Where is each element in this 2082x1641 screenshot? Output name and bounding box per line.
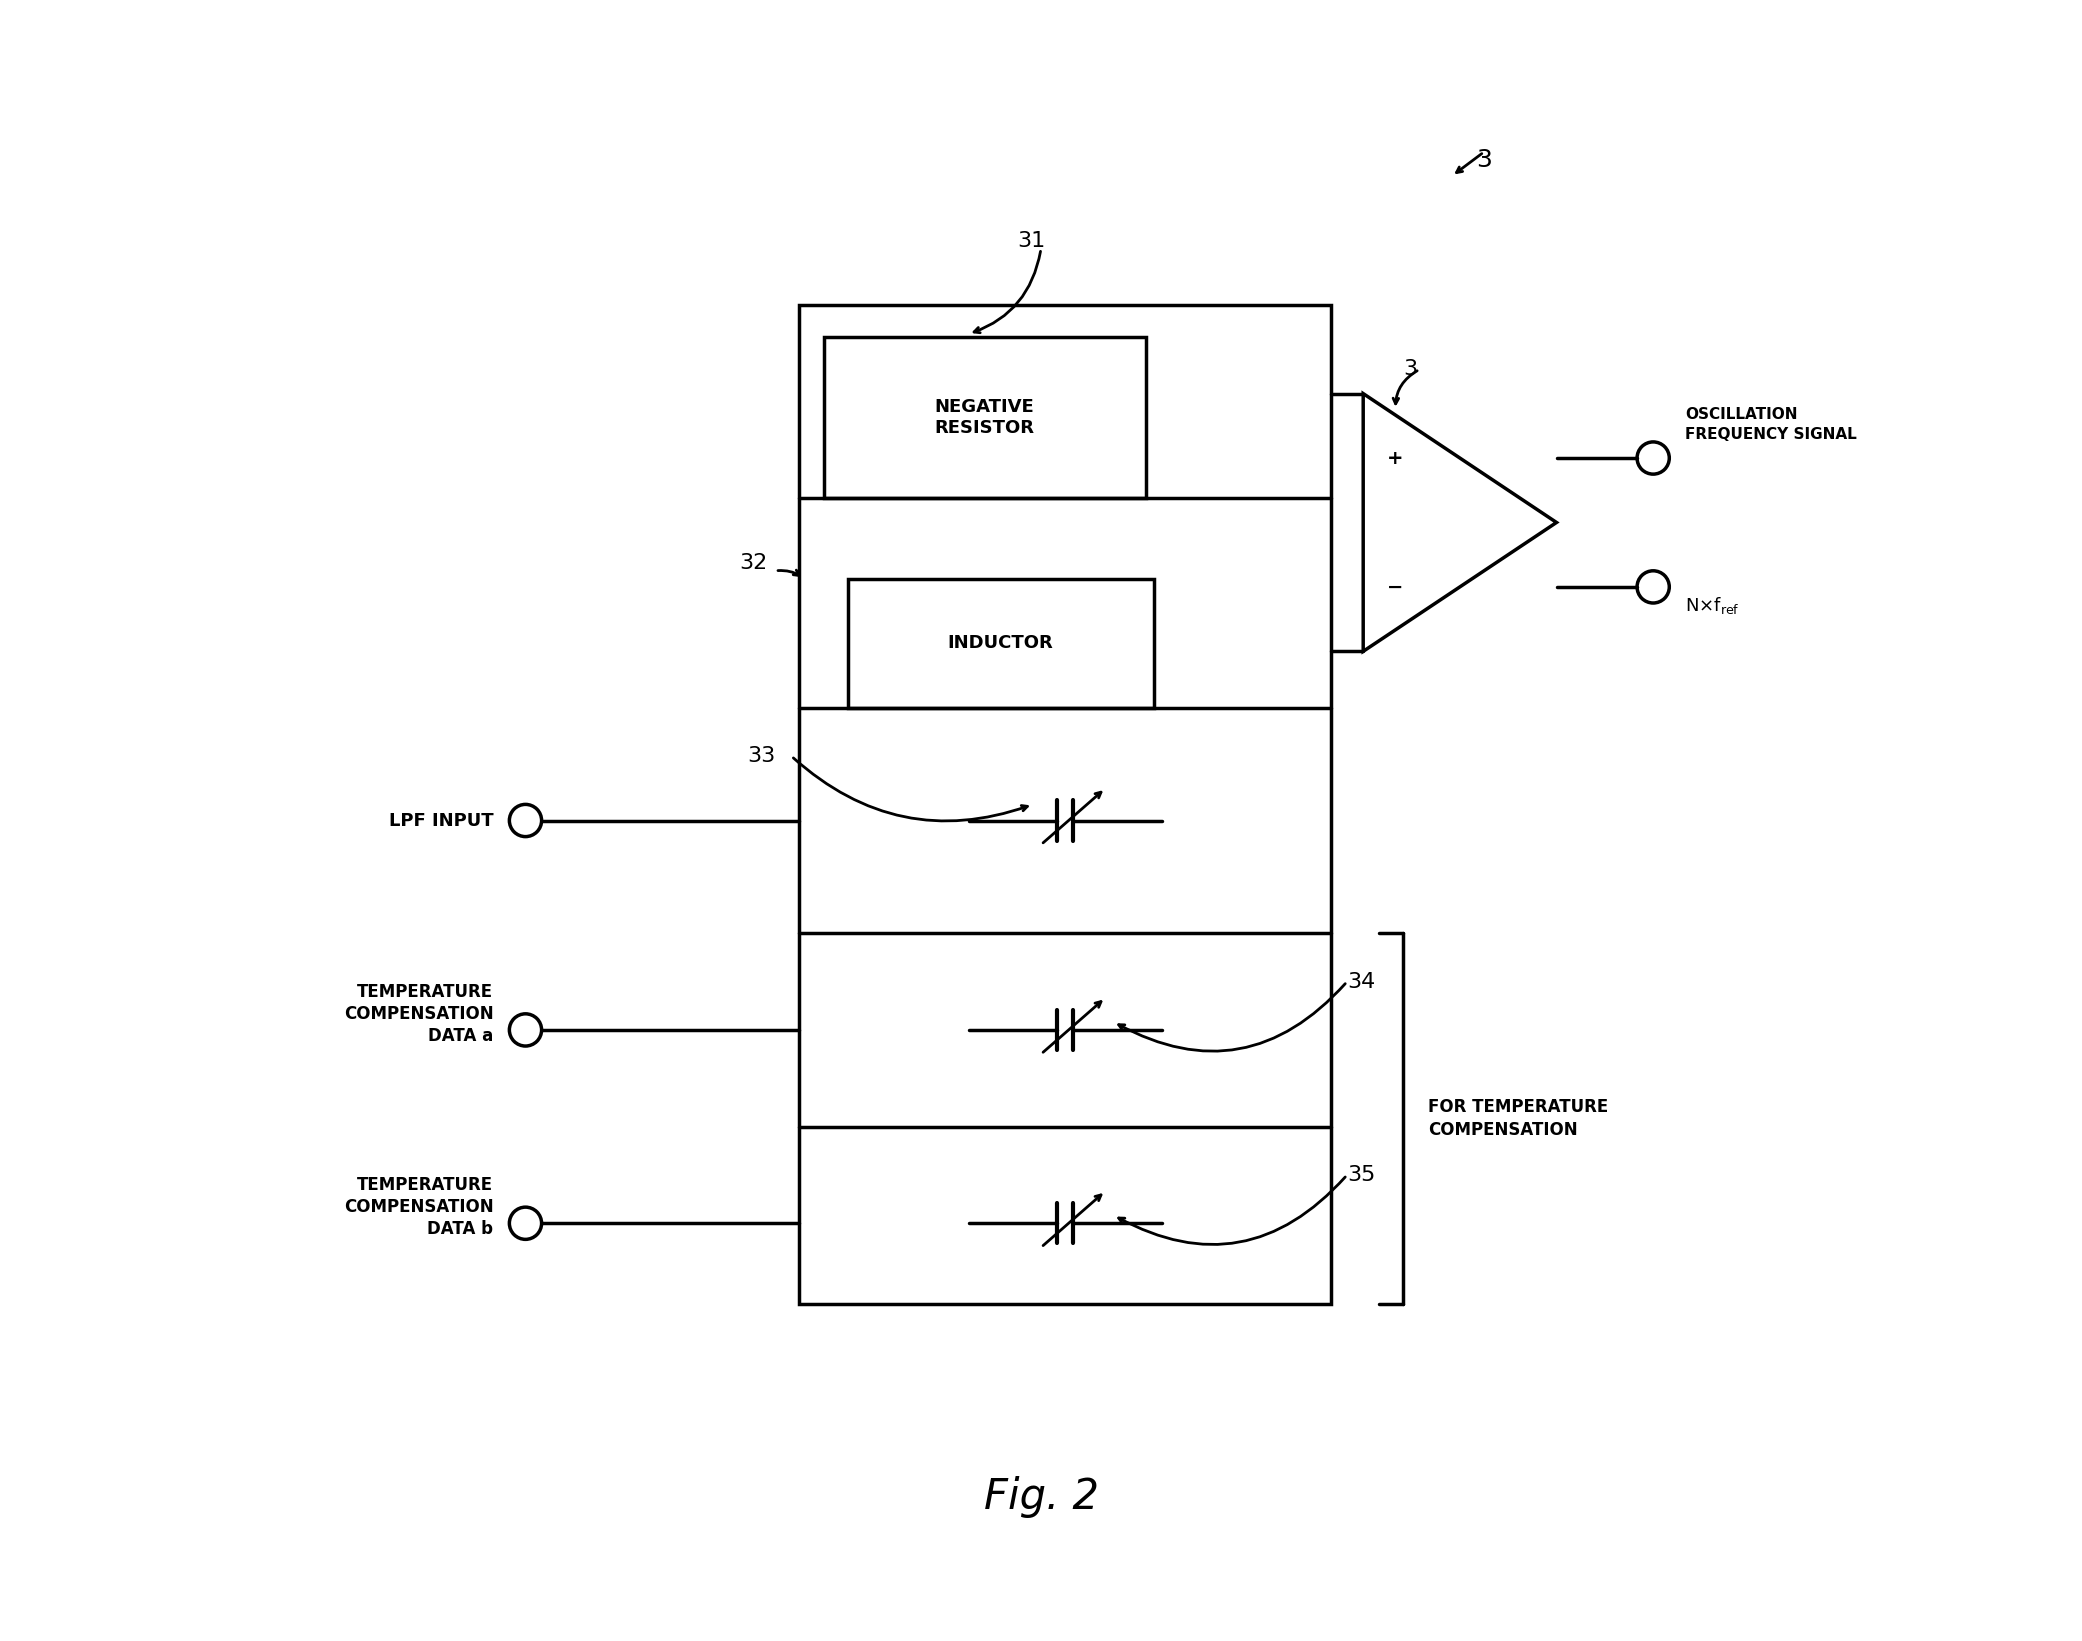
Text: FOR TEMPERATURE
COMPENSATION: FOR TEMPERATURE COMPENSATION [1428,1098,1607,1139]
Text: 33: 33 [747,747,775,766]
Text: −: − [1387,578,1403,596]
Bar [847,579,1153,707]
Text: Fig. 2: Fig. 2 [983,1477,1099,1518]
Text: +: + [1387,448,1403,468]
Text: N$\times$f$_{\rm ref}$: N$\times$f$_{\rm ref}$ [1686,596,1741,615]
Text: 3: 3 [1476,148,1493,172]
Bar [824,336,1145,499]
Text: 31: 31 [1016,230,1045,251]
Text: INDUCTOR: INDUCTOR [947,635,1053,651]
Text: 32: 32 [739,553,766,573]
Text: NEGATIVE
RESISTOR: NEGATIVE RESISTOR [935,399,1035,437]
Text: 3: 3 [1403,359,1418,379]
Text: OSCILLATION
FREQUENCY SIGNAL: OSCILLATION FREQUENCY SIGNAL [1686,407,1857,441]
Text: TEMPERATURE
COMPENSATION
DATA a: TEMPERATURE COMPENSATION DATA a [344,983,493,1045]
Bar [799,305,1330,1305]
Text: TEMPERATURE
COMPENSATION
DATA b: TEMPERATURE COMPENSATION DATA b [344,1177,493,1239]
Text: LPF INPUT: LPF INPUT [389,812,493,829]
Text: 34: 34 [1347,971,1376,991]
Text: 35: 35 [1347,1165,1376,1185]
